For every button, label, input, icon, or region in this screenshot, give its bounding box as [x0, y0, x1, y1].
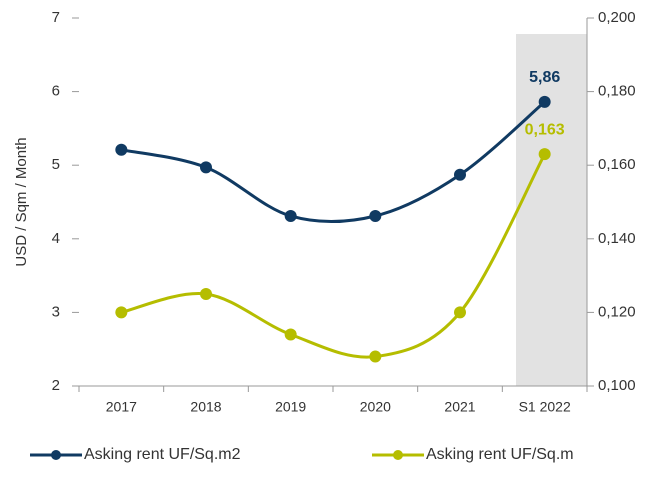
marker	[284, 328, 297, 341]
marker	[538, 148, 551, 161]
series-line	[120, 153, 546, 359]
x-tick-label: 2020	[360, 399, 391, 415]
y-axis-label: USD / Sqm / Month	[13, 137, 30, 266]
x-tick-label: S1 2022	[519, 399, 571, 415]
x-tick-label: 2017	[106, 399, 137, 415]
y2-tick-label: 0,140	[598, 230, 636, 247]
marker	[454, 168, 466, 181]
marker	[538, 95, 551, 108]
marker	[454, 306, 466, 319]
y2-tick-label: 0,180	[598, 83, 636, 100]
marker	[369, 209, 382, 222]
x-tick-label: 2018	[190, 399, 221, 415]
marker	[200, 161, 212, 174]
legend-marker	[51, 450, 61, 460]
y-tick-label: 6	[52, 83, 60, 100]
value-label: 0,163	[525, 121, 565, 138]
x-tick-label: 2019	[275, 399, 306, 415]
y-tick-label: 3	[52, 303, 60, 320]
legend-marker	[393, 450, 403, 460]
y-tick-label: 2	[52, 377, 60, 394]
marker	[115, 143, 128, 156]
marker	[369, 350, 382, 363]
legend-label: Asking rent UF/Sq.m	[426, 446, 574, 463]
marker	[284, 209, 297, 222]
y2-tick-label: 0,120	[598, 303, 636, 320]
value-label: 5,86	[529, 69, 560, 86]
legend-label: Asking rent UF/Sq.m2	[84, 446, 241, 463]
y-tick-label: 4	[52, 230, 60, 247]
y2-tick-label: 0,100	[598, 377, 636, 394]
highlight-band	[516, 34, 587, 386]
y-tick-label: 7	[52, 9, 60, 26]
marker	[200, 288, 212, 300]
series-line	[121, 100, 546, 224]
y2-tick-label: 0,160	[598, 156, 636, 173]
x-tick-label: 2021	[444, 399, 475, 415]
marker	[115, 306, 128, 319]
y2-tick-label: 0,200	[598, 9, 636, 26]
y-tick-label: 5	[52, 156, 60, 173]
